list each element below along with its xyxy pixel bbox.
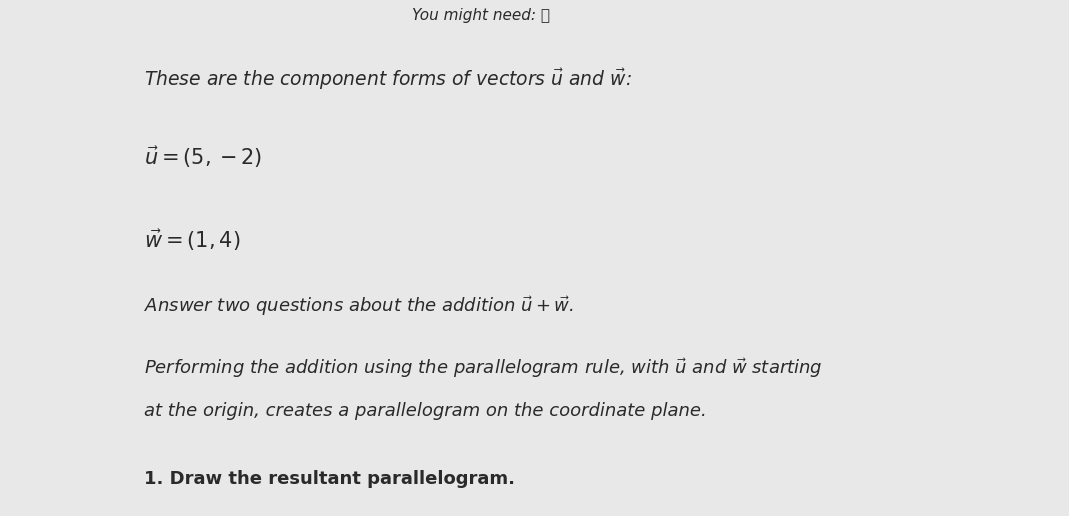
Text: You might need: ⧗: You might need: ⧗ bbox=[412, 8, 549, 23]
Text: These are the component forms of vectors $\vec{u}$ and $\vec{w}$:: These are the component forms of vectors… bbox=[144, 67, 632, 92]
Text: at the origin, creates a parallelogram on the coordinate plane.: at the origin, creates a parallelogram o… bbox=[144, 402, 707, 421]
Text: Performing the addition using the parallelogram rule, with $\vec{u}$ and $\vec{w: Performing the addition using the parall… bbox=[144, 356, 823, 380]
Text: $\vec{w} = (1, 4)$: $\vec{w} = (1, 4)$ bbox=[144, 227, 241, 253]
Text: Answer two questions about the addition $\vec{u} + \vec{w}$.: Answer two questions about the addition … bbox=[144, 294, 574, 318]
Text: 1. Draw the resultant parallelogram.: 1. Draw the resultant parallelogram. bbox=[144, 470, 515, 488]
Text: $\vec{u} = (5, -2)$: $\vec{u} = (5, -2)$ bbox=[144, 144, 263, 170]
